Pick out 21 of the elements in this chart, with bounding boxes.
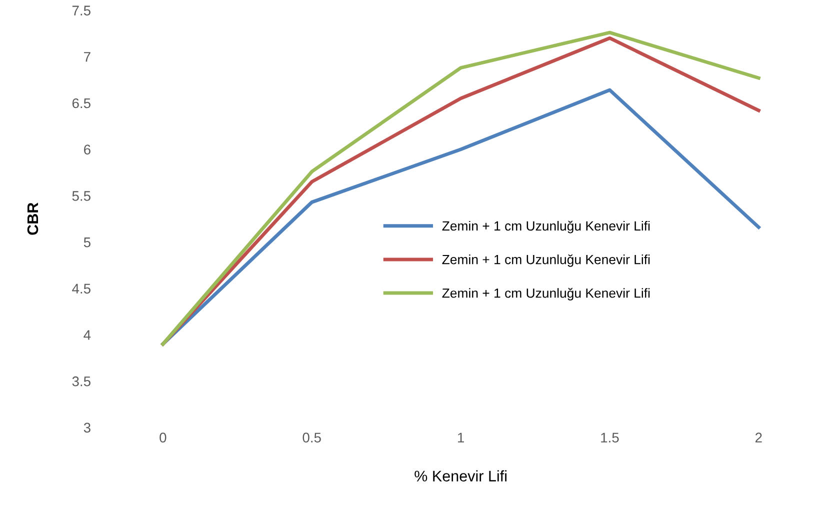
x-tick-label: 1.5: [601, 432, 619, 443]
y-tick-label: 3: [84, 422, 90, 433]
x-tick-label: 2: [755, 432, 762, 442]
y-tick-label: 7.5: [72, 6, 90, 16]
y-tick-label: 7: [84, 52, 90, 62]
line-series: [161, 88, 760, 346]
y-tick-label: 5.5: [72, 191, 90, 201]
legend-label: Zemin + 1 cm Uzunluğu Kenevir Lifi: [442, 254, 650, 267]
x-tick-label: 1: [458, 432, 464, 442]
y-tick-label: 5: [84, 238, 90, 248]
y-tick-label: 6: [84, 144, 90, 155]
y-axis-title: CBR: [27, 202, 38, 235]
legend-label: Zemin + 1 cm Uzunluğu Kenevir Lifi: [442, 288, 650, 300]
x-axis-title: % Kenevir Lifi: [414, 470, 506, 482]
legend-label: Zemin + 1 cm Uzunluğu Kenevir Lifi: [442, 220, 650, 234]
y-tick-label: 4.5: [72, 284, 90, 294]
y-tick-label: 4: [84, 330, 91, 340]
y-tick-label: 3.5: [72, 376, 90, 386]
x-tick-label: 0.5: [302, 432, 321, 443]
y-tick-label: 6.5: [72, 98, 90, 108]
x-tick-label: 0: [160, 432, 166, 443]
